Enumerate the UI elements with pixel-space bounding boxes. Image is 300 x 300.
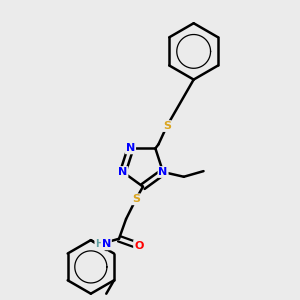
Text: N: N (158, 167, 168, 177)
Text: O: O (134, 241, 143, 251)
Text: N: N (102, 239, 111, 249)
Text: S: S (132, 194, 140, 204)
Text: N: N (118, 167, 128, 177)
Text: S: S (163, 121, 171, 131)
Text: H: H (95, 239, 103, 249)
Text: N: N (126, 143, 135, 153)
